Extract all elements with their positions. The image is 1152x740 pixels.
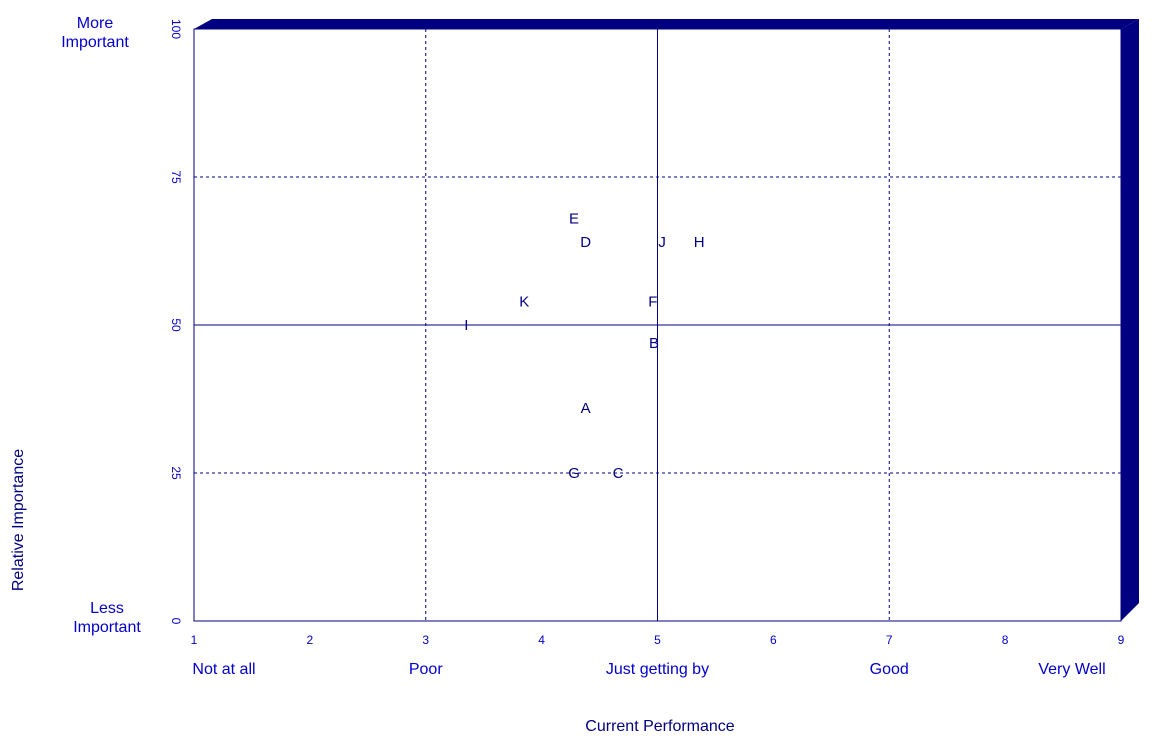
- x-category-label: Not at all: [192, 661, 256, 678]
- data-point-f: F: [648, 293, 657, 310]
- x-tick-label: 1: [191, 633, 198, 647]
- x-category-label: Good: [869, 661, 909, 678]
- x-category-label: Just getting by: [605, 661, 710, 678]
- y-tick-label: 0: [169, 618, 183, 625]
- x-tick-label: 2: [307, 633, 314, 647]
- data-point-b: B: [649, 335, 659, 352]
- data-point-e: E: [569, 210, 579, 227]
- x-tick-label: 8: [1002, 633, 1009, 647]
- data-point-h: H: [694, 234, 705, 251]
- x-category-label: Poor: [408, 661, 443, 678]
- y-top-category-line-2: Important: [61, 34, 129, 51]
- y-top-category-line-1: More: [76, 15, 114, 32]
- x-tick-label: 5: [654, 633, 661, 647]
- x-tick-label: 3: [422, 633, 429, 647]
- frame-right-shadow: [1121, 19, 1139, 621]
- y-tick-label: 50: [169, 318, 183, 332]
- y-bottom-category-line-2: Important: [73, 619, 141, 636]
- y-tick-label: 100: [169, 19, 183, 39]
- x-tick-label: 6: [770, 633, 777, 647]
- data-point-d: D: [580, 234, 591, 251]
- data-point-a: A: [581, 400, 591, 417]
- y-axis-title: Relative Importance: [10, 448, 27, 592]
- data-point-k: K: [519, 293, 529, 310]
- frame-top-shadow: [194, 19, 1139, 29]
- y-tick-label: 25: [169, 466, 183, 480]
- data-point-j: J: [658, 234, 666, 251]
- y-bottom-category-label: Less Important: [52, 599, 162, 637]
- data-point-i: I: [464, 317, 468, 334]
- x-category-label: Very Well: [1038, 661, 1106, 678]
- data-point-c: C: [613, 465, 624, 482]
- x-tick-label: 9: [1118, 633, 1125, 647]
- x-tick-label: 4: [538, 633, 545, 647]
- x-axis-title: Current Performance: [585, 718, 735, 735]
- y-bottom-category-line-1: Less: [90, 600, 124, 617]
- y-tick-label: 75: [169, 170, 183, 184]
- y-top-category-label: More Important: [40, 14, 150, 52]
- data-point-g: G: [568, 465, 580, 482]
- x-tick-label: 7: [886, 633, 893, 647]
